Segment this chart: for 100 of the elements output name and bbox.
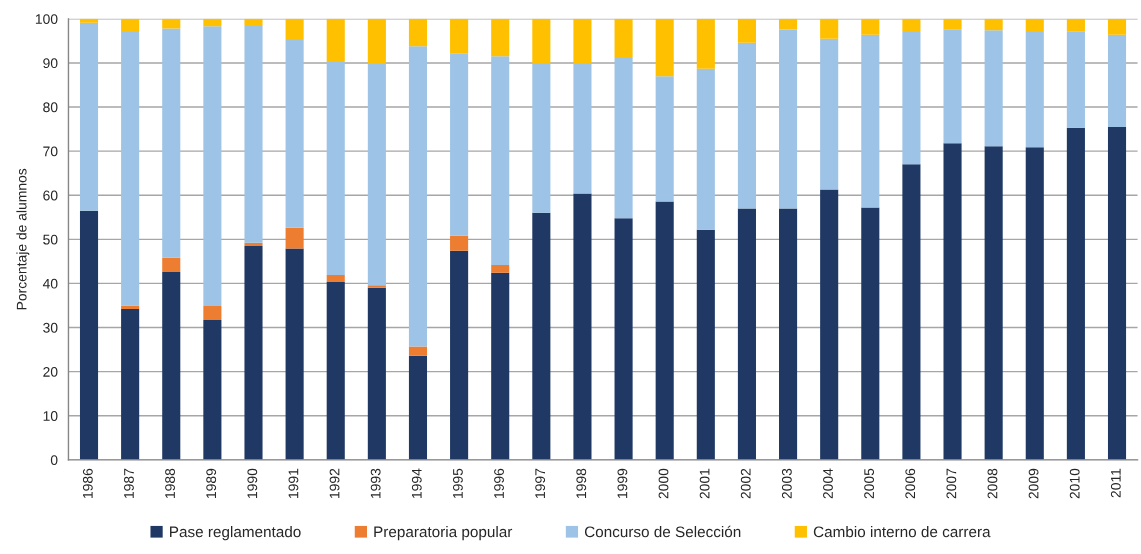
x-tick-label: 1992 xyxy=(329,468,340,498)
bar xyxy=(367,18,386,64)
bar xyxy=(984,30,1003,147)
bar xyxy=(408,18,428,47)
bar xyxy=(532,62,551,213)
y-tick-label: 50 xyxy=(43,234,58,245)
x-tick-label: 2011 xyxy=(1110,468,1121,498)
bar xyxy=(244,245,263,460)
bar xyxy=(285,227,304,249)
bar xyxy=(450,18,469,54)
x-tick-label: 1993 xyxy=(370,468,381,498)
bar xyxy=(779,18,798,30)
bar xyxy=(902,18,921,33)
bar xyxy=(737,42,756,209)
bar xyxy=(1066,18,1085,32)
bar xyxy=(326,275,345,283)
bar xyxy=(696,18,715,69)
y-tick-label: 30 xyxy=(43,322,58,333)
bar xyxy=(943,18,962,30)
bar xyxy=(162,18,181,29)
bar xyxy=(203,320,222,460)
bar xyxy=(1107,126,1127,460)
bar xyxy=(1107,18,1127,35)
x-tick-label: 1995 xyxy=(452,468,463,498)
bar xyxy=(573,62,592,194)
bar xyxy=(779,29,798,209)
x-tick-label: 1986 xyxy=(82,468,93,498)
bar xyxy=(450,250,469,460)
x-tick-label: 2001 xyxy=(699,468,710,499)
x-tick-label: 1999 xyxy=(617,468,628,498)
bar xyxy=(491,264,510,273)
x-tick-label: 1994 xyxy=(411,468,422,498)
bar xyxy=(408,355,428,460)
bar xyxy=(902,32,921,165)
bar xyxy=(491,272,510,460)
bar xyxy=(203,26,222,306)
x-tick-label: 2007 xyxy=(946,468,957,499)
y-tick-label: 100 xyxy=(35,14,58,25)
bar xyxy=(779,208,798,460)
bar xyxy=(450,53,469,236)
x-tick-label: 2009 xyxy=(1028,468,1039,499)
legend-label: Cambio interno de carrera xyxy=(813,526,991,538)
y-tick-label: 90 xyxy=(43,58,58,69)
bar xyxy=(820,38,839,190)
bar xyxy=(121,309,140,460)
bar xyxy=(984,18,1003,31)
bar xyxy=(1066,127,1085,460)
bar xyxy=(614,218,633,460)
x-tick-label: 1989 xyxy=(206,468,217,498)
bar xyxy=(121,32,140,306)
x-tick-label: 2005 xyxy=(864,468,875,499)
bar xyxy=(79,18,99,23)
legend-label: Concurso de Selección xyxy=(584,525,741,538)
bar xyxy=(367,287,386,460)
y-tick-label: 80 xyxy=(43,102,58,113)
bar xyxy=(737,208,756,460)
y-tick-label: 20 xyxy=(43,366,58,377)
bar xyxy=(861,34,880,208)
bar xyxy=(1025,32,1044,148)
bar xyxy=(121,305,140,309)
bar xyxy=(532,18,551,63)
bar xyxy=(820,189,839,460)
x-tick-label: 2006 xyxy=(905,468,916,499)
bar xyxy=(79,210,99,460)
x-tick-label: 2000 xyxy=(658,468,669,499)
x-tick-label: 1997 xyxy=(535,468,546,498)
bar xyxy=(244,18,263,26)
y-tick-label: 40 xyxy=(42,278,58,289)
bar xyxy=(450,235,469,251)
y-tick-label: 0 xyxy=(50,455,58,465)
x-tick-label: 1990 xyxy=(247,468,258,498)
bar xyxy=(367,285,386,288)
x-tick-label: 1998 xyxy=(576,468,587,498)
bar xyxy=(326,62,345,276)
bar xyxy=(737,18,756,43)
bar xyxy=(244,242,263,246)
bar xyxy=(820,18,839,39)
bar xyxy=(573,18,592,63)
bar xyxy=(326,282,345,460)
bar xyxy=(121,18,140,33)
x-tick-label: 1991 xyxy=(288,468,299,498)
y-tick-label: 70 xyxy=(43,146,58,157)
bar xyxy=(162,257,181,272)
x-tick-label: 1987 xyxy=(124,468,134,498)
bar xyxy=(244,25,263,243)
legend-label: Pase reglamentado xyxy=(170,526,301,541)
bar xyxy=(532,212,551,460)
x-tick-label: 1996 xyxy=(494,468,504,498)
bar xyxy=(408,346,428,356)
bar xyxy=(491,18,510,57)
bar xyxy=(614,18,633,59)
bar xyxy=(655,201,674,460)
bar xyxy=(943,29,962,144)
bar xyxy=(491,56,510,265)
x-tick-label: 2010 xyxy=(1069,468,1080,499)
bar xyxy=(285,40,304,228)
bar xyxy=(861,18,880,35)
bar xyxy=(162,271,181,460)
x-tick-label: 1988 xyxy=(165,468,175,498)
bar xyxy=(573,193,592,460)
